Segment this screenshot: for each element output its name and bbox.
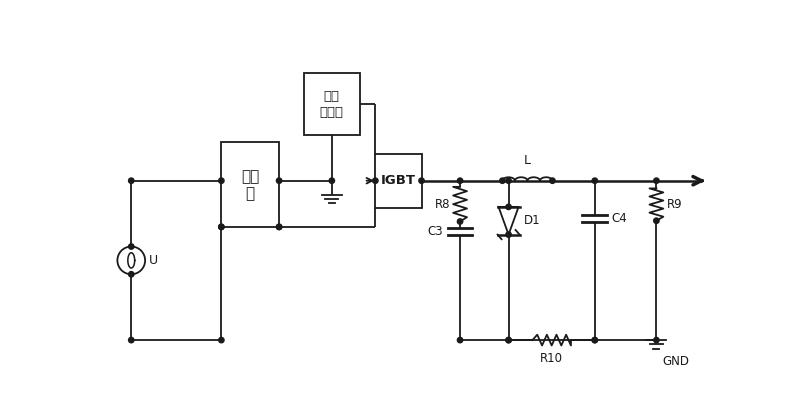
Text: 触发: 触发 <box>324 90 340 103</box>
Text: R10: R10 <box>540 352 563 365</box>
Circle shape <box>654 337 659 343</box>
Text: D1: D1 <box>524 214 541 227</box>
Circle shape <box>129 244 134 249</box>
Circle shape <box>129 271 134 277</box>
Circle shape <box>458 219 462 224</box>
Circle shape <box>218 224 224 229</box>
Circle shape <box>277 178 282 183</box>
Circle shape <box>329 178 334 183</box>
Circle shape <box>654 178 659 183</box>
Circle shape <box>218 178 224 183</box>
Circle shape <box>592 178 598 183</box>
Circle shape <box>654 218 659 223</box>
Bar <box>222 142 279 227</box>
Text: 整流: 整流 <box>241 169 259 184</box>
Circle shape <box>506 337 511 343</box>
Text: C4: C4 <box>612 212 627 225</box>
Circle shape <box>458 337 462 343</box>
Text: L: L <box>524 154 531 167</box>
Circle shape <box>277 224 282 229</box>
Circle shape <box>506 232 511 237</box>
Circle shape <box>277 224 282 229</box>
Circle shape <box>458 178 462 183</box>
Circle shape <box>218 337 224 343</box>
Circle shape <box>506 204 511 210</box>
Circle shape <box>500 178 505 183</box>
Text: C3: C3 <box>427 225 443 238</box>
Text: 桥: 桥 <box>246 186 254 201</box>
Circle shape <box>550 178 555 183</box>
Circle shape <box>592 337 598 343</box>
Circle shape <box>218 224 224 229</box>
Circle shape <box>129 337 134 343</box>
Bar <box>375 154 422 208</box>
Text: R9: R9 <box>666 198 682 211</box>
Circle shape <box>506 337 511 343</box>
Circle shape <box>506 178 511 183</box>
Text: U: U <box>149 254 158 267</box>
Circle shape <box>592 337 598 343</box>
Bar <box>304 73 360 134</box>
Text: GND: GND <box>662 356 690 369</box>
Circle shape <box>129 178 134 183</box>
Text: 控制器: 控制器 <box>320 106 344 120</box>
Text: R8: R8 <box>434 198 450 211</box>
Text: IGBT: IGBT <box>381 174 416 187</box>
Circle shape <box>373 178 378 183</box>
Circle shape <box>419 178 424 183</box>
